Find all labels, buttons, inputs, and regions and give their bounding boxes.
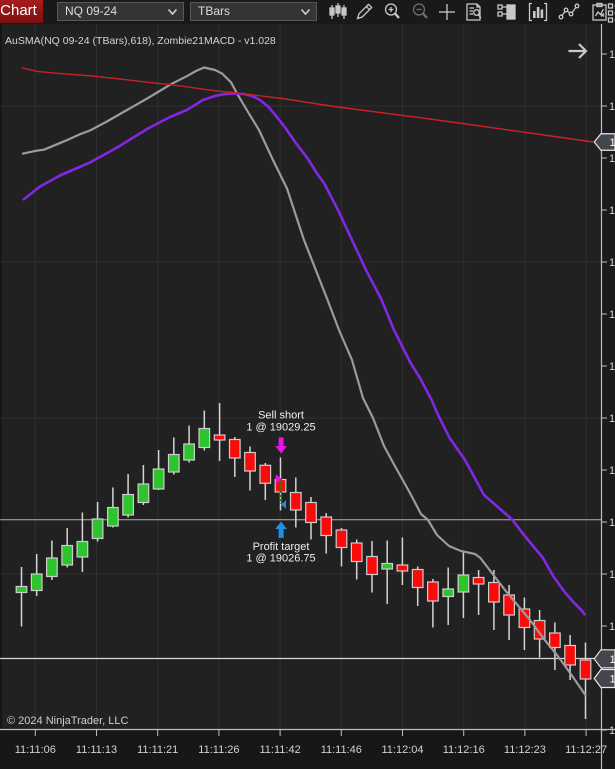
svg-text:1: 1	[610, 137, 615, 149]
svg-text:11:11:42: 11:11:42	[260, 744, 301, 756]
svg-text:1: 1	[609, 49, 615, 61]
svg-text:1: 1	[609, 361, 615, 373]
svg-text:1: 1	[609, 569, 615, 581]
svg-text:© 2024 NinjaTrader, LLC: © 2024 NinjaTrader, LLC	[7, 715, 128, 727]
svg-text:11:12:16: 11:12:16	[443, 744, 485, 756]
svg-text:1: 1	[609, 257, 615, 269]
svg-text:1: 1	[609, 413, 615, 425]
svg-text:1 @ 19026.75: 1 @ 19026.75	[246, 553, 315, 565]
svg-text:11:12:27: 11:12:27	[565, 744, 607, 756]
svg-text:11:11:46: 11:11:46	[321, 744, 362, 756]
svg-text:Sell short: Sell short	[258, 410, 304, 422]
svg-text:11:11:13: 11:11:13	[76, 744, 117, 756]
svg-text:Profit target: Profit target	[253, 541, 310, 553]
svg-text:11:11:21: 11:11:21	[137, 744, 178, 756]
svg-text:1: 1	[610, 654, 615, 666]
svg-text:1: 1	[610, 674, 615, 686]
svg-text:1: 1	[609, 517, 615, 529]
svg-text:1: 1	[609, 465, 615, 477]
svg-text:1: 1	[609, 621, 615, 633]
svg-text:11:12:23: 11:12:23	[504, 744, 546, 756]
svg-text:1: 1	[609, 101, 615, 113]
svg-text:11:11:06: 11:11:06	[15, 744, 56, 756]
svg-text:1: 1	[609, 205, 615, 217]
svg-text:1: 1	[609, 725, 615, 737]
svg-text:1 @ 19029.25: 1 @ 19029.25	[246, 422, 315, 434]
svg-text:1: 1	[609, 153, 615, 165]
svg-text:AuSMA(NQ 09-24 (TBars),618), Z: AuSMA(NQ 09-24 (TBars),618), Zombie21MAC…	[5, 35, 276, 47]
svg-text:11:12:04: 11:12:04	[381, 744, 423, 756]
svg-text:11:11:26: 11:11:26	[198, 744, 239, 756]
svg-text:1: 1	[609, 309, 615, 321]
